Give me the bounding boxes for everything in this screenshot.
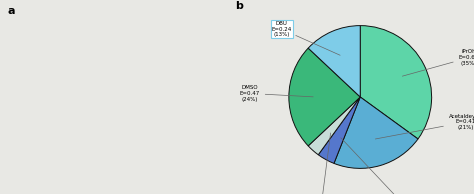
Text: DMSO
E=0.47
(24%): DMSO E=0.47 (24%) — [239, 85, 313, 102]
Text: Conversion VA
E=0.07
(4%): Conversion VA E=0.07 (4%) — [341, 138, 427, 194]
Text: iPrOH
E=0.67
(35%): iPrOH E=0.67 (35%) — [402, 49, 474, 76]
Text: DBU
E=0.24
(13%): DBU E=0.24 (13%) — [272, 21, 340, 55]
Wedge shape — [360, 26, 432, 139]
Wedge shape — [318, 97, 360, 163]
Wedge shape — [308, 97, 360, 155]
Text: a: a — [8, 6, 15, 16]
Wedge shape — [289, 48, 360, 146]
Wedge shape — [334, 97, 418, 168]
Text: b: b — [235, 1, 243, 11]
Text: Acetaldeyde
E=0.41
(21%): Acetaldeyde E=0.41 (21%) — [375, 114, 474, 139]
Text: Yield
E=0.06
(3%): Yield E=0.06 (3%) — [311, 133, 331, 194]
Wedge shape — [308, 26, 360, 97]
